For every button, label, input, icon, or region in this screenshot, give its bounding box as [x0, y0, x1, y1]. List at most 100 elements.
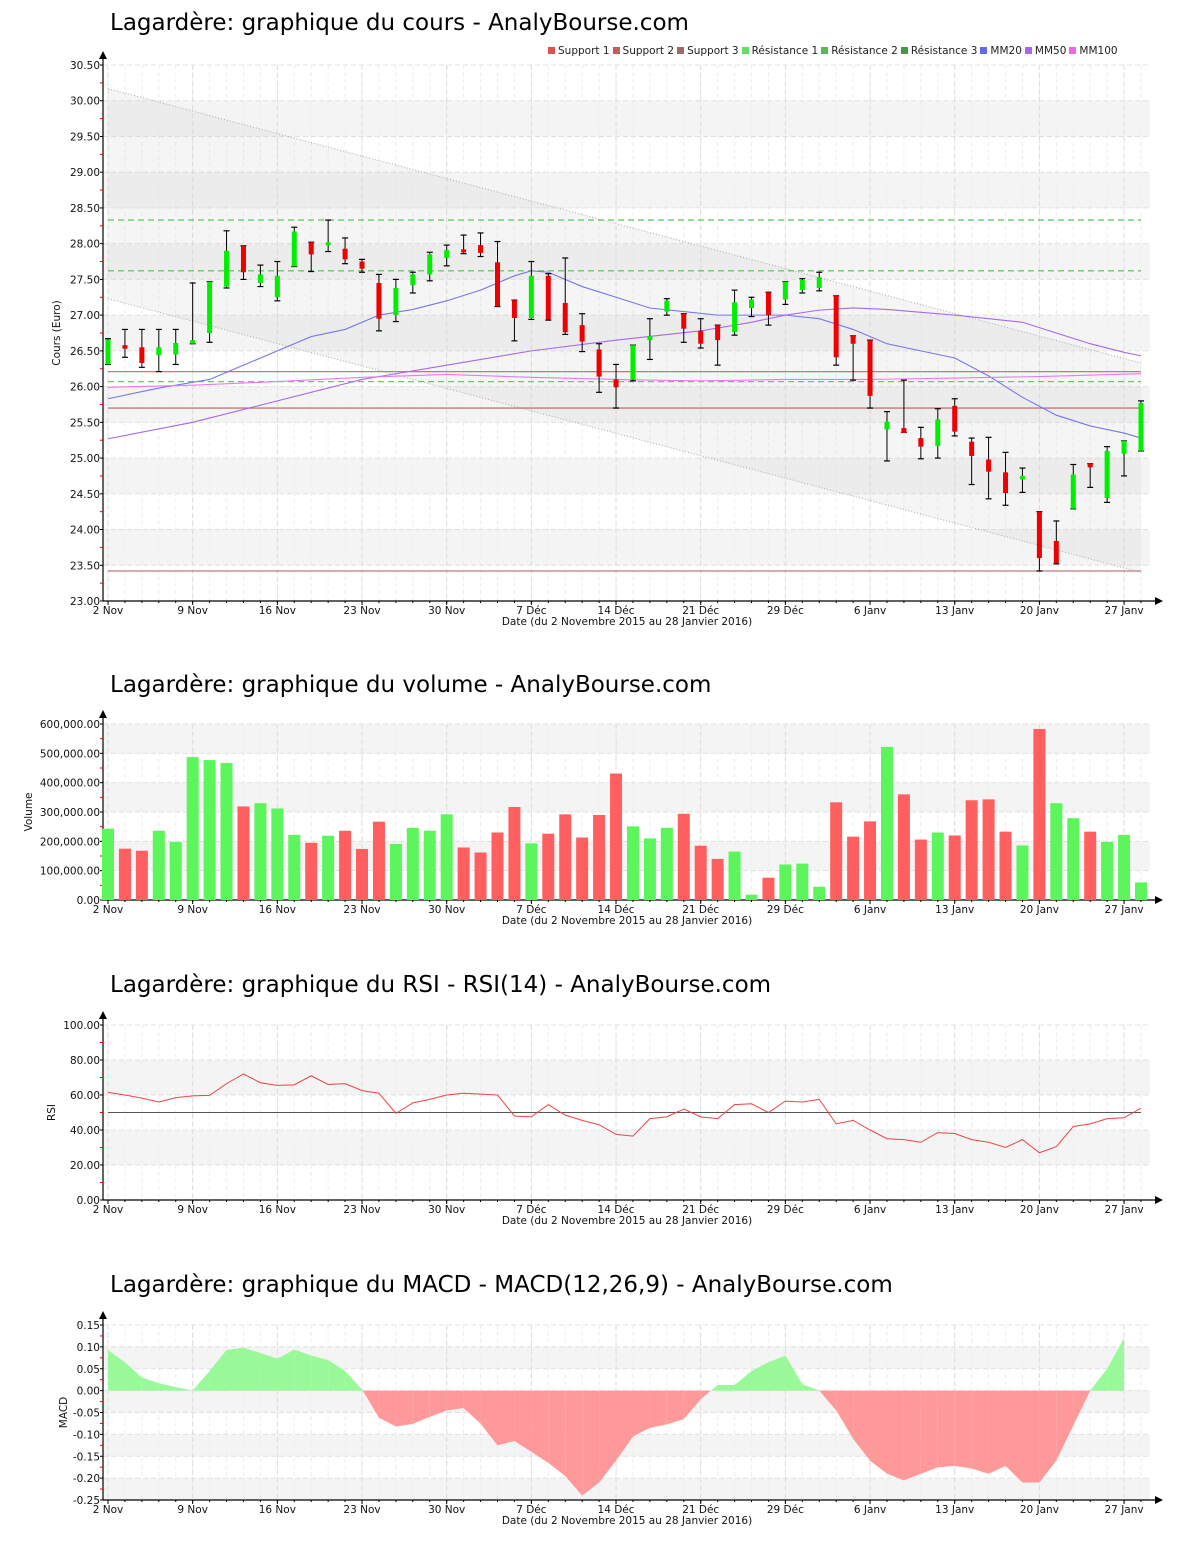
svg-text:26.50: 26.50: [70, 346, 100, 358]
svg-text:MACD: MACD: [58, 1397, 70, 1428]
volume-bar: [508, 807, 521, 900]
rsi-chart: 0.00 20.00 40.00 60.00 80.00 100.00 2 Nov 9 Nov…: [46, 1011, 1163, 1227]
candle: [155, 328, 162, 373]
svg-text:29 Déc: 29 Déc: [767, 605, 804, 617]
candle: [240, 245, 247, 280]
candle: [714, 324, 721, 366]
svg-text:16 Nov: 16 Nov: [259, 904, 296, 916]
svg-text:16 Nov: 16 Nov: [259, 1504, 296, 1516]
svg-text:27.00: 27.00: [70, 310, 100, 322]
legend-swatch: [677, 47, 685, 54]
legend-item: Support 3: [677, 45, 739, 57]
candle: [105, 338, 111, 366]
volume-bar: [220, 763, 233, 900]
volume-bar: [356, 848, 369, 900]
svg-text:7 Déc: 7 Déc: [516, 1204, 547, 1216]
candle: [782, 280, 789, 306]
svg-text:Cours (Euro): Cours (Euro): [51, 300, 63, 366]
svg-text:80.00: 80.00: [70, 1055, 100, 1067]
legend-label: Résistance 3: [910, 45, 978, 57]
svg-text:7 Déc: 7 Déc: [516, 1504, 547, 1516]
volume-bar: [457, 847, 470, 900]
volume-bar: [423, 830, 436, 900]
legend-item: MM20: [980, 45, 1022, 57]
svg-text:40.00: 40.00: [70, 1125, 100, 1137]
svg-text:24.50: 24.50: [70, 489, 100, 501]
volume-bar: [1067, 818, 1080, 900]
svg-text:27 Janv: 27 Janv: [1105, 605, 1144, 617]
legend-item: Résistance 2: [821, 45, 898, 57]
svg-text:23 Nov: 23 Nov: [343, 605, 380, 617]
svg-text:500,000.00: 500,000.00: [40, 748, 100, 760]
svg-text:9 Nov: 9 Nov: [177, 904, 208, 916]
svg-text:400,000.00: 400,000.00: [40, 778, 100, 790]
volume-bar: [965, 800, 978, 900]
candle: [917, 426, 924, 460]
svg-text:14 Déc: 14 Déc: [598, 1504, 635, 1516]
legend-label: Résistance 2: [831, 45, 898, 57]
svg-text:-0.20: -0.20: [73, 1473, 100, 1485]
svg-text:28.50: 28.50: [70, 203, 100, 215]
svg-text:-0.05: -0.05: [73, 1408, 100, 1420]
volume-bar: [440, 814, 453, 900]
svg-text:23.00: 23.00: [70, 596, 100, 608]
svg-text:7 Déc: 7 Déc: [516, 605, 547, 617]
legend-item: Résistance 3: [900, 45, 978, 57]
volume-bar: [830, 802, 843, 900]
svg-text:13 Janv: 13 Janv: [935, 1204, 974, 1216]
candle: [850, 335, 857, 381]
volume-bar: [813, 886, 826, 900]
volume-bar: [677, 813, 690, 900]
legend-swatch: [1024, 47, 1032, 54]
svg-text:14 Déc: 14 Déc: [598, 1204, 635, 1216]
price-chart: 23.00 23.50 24.00 24.50 25.00 25.50 26.00 26.50…: [51, 51, 1163, 628]
svg-text:30.00: 30.00: [70, 96, 100, 108]
svg-text:21 Déc: 21 Déc: [682, 605, 719, 617]
volume-bar: [1084, 831, 1097, 900]
candle: [274, 260, 281, 302]
legend-swatch: [741, 47, 749, 54]
svg-text:0.05: 0.05: [77, 1364, 100, 1376]
candle: [494, 240, 501, 308]
volume-bar: [576, 837, 589, 900]
svg-text:14 Déc: 14 Déc: [598, 904, 635, 916]
svg-text:16 Nov: 16 Nov: [259, 1204, 296, 1216]
svg-text:9 Nov: 9 Nov: [177, 1504, 208, 1516]
legend-label: Support 1: [558, 45, 610, 57]
svg-text:21 Déc: 21 Déc: [682, 1204, 719, 1216]
volume-chart-title: Lagardère: graphique du volume - AnalyBo…: [110, 672, 712, 698]
candle: [579, 313, 586, 353]
candle: [1104, 446, 1111, 503]
candle: [172, 328, 179, 366]
legend-item: Support 2: [612, 45, 674, 57]
svg-text:6 Janv: 6 Janv: [854, 1504, 886, 1516]
volume-bar: [745, 894, 758, 900]
candle: [765, 291, 772, 326]
svg-text:25.50: 25.50: [70, 417, 100, 429]
svg-text:2 Nov: 2 Nov: [93, 1204, 124, 1216]
candle: [985, 436, 992, 500]
candle: [291, 226, 298, 268]
volume-bar: [102, 828, 114, 900]
volume-bar: [847, 836, 860, 900]
svg-text:2 Nov: 2 Nov: [93, 904, 124, 916]
legend-label: MM20: [990, 45, 1022, 57]
legend-label: Support 3: [687, 45, 739, 57]
candle: [629, 344, 636, 382]
svg-text:30.50: 30.50: [70, 60, 100, 72]
candle: [833, 295, 840, 366]
volume-bar: [1033, 728, 1046, 900]
volume-bar: [389, 843, 402, 900]
svg-text:100.00: 100.00: [63, 1020, 100, 1032]
candle: [342, 237, 349, 265]
svg-text:0.10: 0.10: [77, 1342, 100, 1354]
svg-text:0.00: 0.00: [77, 1386, 100, 1398]
candle: [189, 282, 196, 345]
rsi-line: [107, 1073, 1142, 1154]
svg-text:21 Déc: 21 Déc: [682, 1504, 719, 1516]
svg-text:27 Janv: 27 Janv: [1105, 1204, 1144, 1216]
volume-bar: [610, 773, 623, 900]
volume-bar: [1101, 841, 1114, 900]
volume-bar: [186, 757, 199, 900]
svg-text:-0.10: -0.10: [73, 1429, 100, 1441]
